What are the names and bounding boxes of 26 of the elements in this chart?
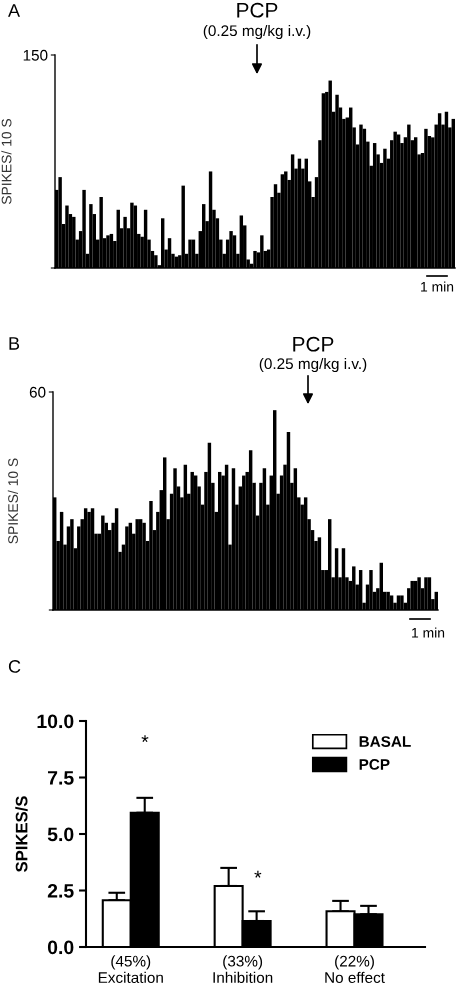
y-tick-label: 7.5 xyxy=(48,771,74,785)
text: PCP xyxy=(293,336,334,352)
y-tick-label: 150 xyxy=(23,49,48,61)
legend-label: BASAL xyxy=(359,736,411,747)
x-tick-label: (22%) No effect xyxy=(325,955,385,984)
chart-title: C xyxy=(8,660,21,673)
y-tick-label: 10.0 xyxy=(37,714,74,729)
y-axis-title: SPIKES/S xyxy=(15,796,28,872)
y-tick-label: 5.0 xyxy=(47,827,74,842)
text: (0.25 mg/kg i.v.) xyxy=(203,24,311,40)
x-tick-label: (45%) Excitation xyxy=(98,955,163,984)
text: (0.25 mg/kg i.v.) xyxy=(259,357,367,373)
y-tick-label: 2.5 xyxy=(47,883,74,898)
annotation: * xyxy=(141,735,149,743)
chart-title: B xyxy=(9,337,20,350)
text: 1 min xyxy=(421,281,454,292)
text: 1 min xyxy=(412,627,445,638)
y-axis-title: SPIKES/ 10 S xyxy=(1,118,12,205)
chart-title: A xyxy=(8,4,21,17)
annotation: * xyxy=(254,870,262,878)
y-tick-label: 60 xyxy=(29,386,46,398)
legend-label: PCP xyxy=(359,759,390,770)
text: PCP xyxy=(237,2,278,18)
x-tick-label: (33%) Inhibition xyxy=(213,955,273,984)
y-axis-title: SPIKES/ 10 S xyxy=(7,458,18,544)
y-tick-label: 0.0 xyxy=(47,940,74,955)
